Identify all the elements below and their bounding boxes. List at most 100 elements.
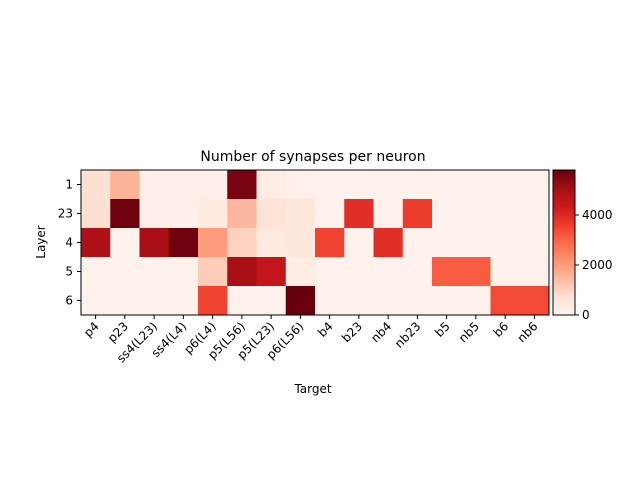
heatmap-cell — [490, 170, 521, 200]
heatmap-cell — [402, 199, 433, 229]
heatmap-cell — [373, 286, 404, 316]
y-tick-label: 5 — [65, 265, 73, 279]
heatmap-cell — [344, 228, 374, 258]
heatmap-cell — [432, 286, 462, 316]
heatmap-cell — [519, 170, 550, 200]
heatmap-cell — [285, 286, 316, 316]
heatmap-cell — [256, 257, 287, 287]
heatmap-cell — [519, 199, 550, 229]
heatmap-cell — [402, 286, 433, 316]
heatmap-cell — [315, 228, 345, 258]
heatmap-cell — [490, 228, 521, 258]
heatmap-cell — [373, 228, 404, 258]
heatmap-cell — [81, 286, 111, 316]
heatmap-cell — [519, 286, 550, 316]
heatmap-cell — [519, 257, 550, 287]
heatmap-cell — [139, 228, 170, 258]
y-axis-label: Layer — [34, 225, 48, 259]
heatmap-cell — [344, 199, 374, 229]
heatmap-cell — [110, 170, 140, 200]
x-axis-ticks: p4 p23ss4(L23)ss4(L4)p6(L4)p5(L56)p5(L23)… — [81, 315, 540, 366]
heatmap-cell — [227, 257, 257, 287]
heatmap-cell — [315, 257, 345, 287]
x-tick-label: b5 — [432, 319, 453, 340]
heatmap-cell — [256, 286, 287, 316]
heatmap-cell — [81, 228, 111, 258]
heatmap-cell — [168, 228, 199, 258]
colorbar-tick-label: 4000 — [582, 208, 613, 222]
heatmap-cell — [110, 286, 140, 316]
heatmap-cell — [168, 286, 199, 316]
colorbar-ticks: 0 2000 4000 — [575, 208, 613, 322]
heatmap-cell — [432, 199, 462, 229]
heatmap-cell — [285, 228, 316, 258]
x-tick-label: nb5 — [456, 319, 482, 345]
colorbar — [552, 169, 576, 316]
heatmap-cell — [227, 170, 257, 200]
heatmap-cell — [432, 170, 462, 200]
x-tick-label: p4 — [81, 319, 102, 340]
heatmap-cell — [461, 228, 491, 258]
chart-title: Number of synapses per neuron — [200, 149, 425, 165]
heatmap-cell — [315, 286, 345, 316]
heatmap-cell — [461, 170, 491, 200]
x-axis-label: Target — [293, 382, 331, 396]
heatmap-cell — [198, 228, 228, 258]
colorbar-tick-label: 0 — [582, 308, 590, 322]
heatmap-cell — [256, 170, 287, 200]
y-tick-label: 23 — [58, 207, 73, 221]
heatmap-cell — [139, 286, 170, 316]
heatmap-cell — [285, 257, 316, 287]
heatmap-cell — [490, 286, 521, 316]
y-tick-label: 1 — [65, 178, 73, 192]
heatmap-cell — [81, 170, 111, 200]
heatmap-cell — [373, 257, 404, 287]
heatmap-cell — [198, 257, 228, 287]
heatmap-cell — [461, 286, 491, 316]
x-tick-label: b23 — [339, 319, 365, 345]
heatmap-cell — [256, 228, 287, 258]
heatmap-cell — [344, 257, 374, 287]
heatmap-cell — [139, 170, 170, 200]
heatmap-cell — [402, 257, 433, 287]
y-tick-label: 4 — [65, 236, 73, 250]
heatmap-cell — [110, 257, 140, 287]
y-tick-label: 6 — [65, 294, 73, 308]
heatmap-cell — [432, 228, 462, 258]
x-tick-label: nb4 — [368, 319, 394, 345]
heatmap-cell — [110, 228, 140, 258]
heatmap-cell — [198, 170, 228, 200]
x-tick-label: nb23 — [392, 319, 423, 350]
heatmap-cell — [198, 199, 228, 229]
heatmap-cell — [373, 170, 404, 200]
heatmap-cell — [402, 228, 433, 258]
heatmap-cell — [139, 199, 170, 229]
heatmap-cell — [227, 228, 257, 258]
heatmap-cell — [315, 199, 345, 229]
heatmap-cell — [168, 170, 199, 200]
x-tick-label: b6 — [491, 319, 512, 340]
heatmap-cell — [81, 257, 111, 287]
heatmap-cell — [168, 257, 199, 287]
heatmap-cell — [490, 199, 521, 229]
heatmap-cell — [285, 199, 316, 229]
x-tick-label: b4 — [315, 319, 336, 340]
heatmap-cell — [519, 228, 550, 258]
heatmap-cell — [344, 170, 374, 200]
heatmap-cell — [168, 199, 199, 229]
heatmap-cell — [227, 199, 257, 229]
colorbar-tick-label: 2000 — [582, 258, 613, 272]
heatmap-cell — [461, 257, 491, 287]
heatmap-cells — [81, 170, 550, 316]
heatmap-cell — [461, 199, 491, 229]
heatmap-cell — [315, 170, 345, 200]
heatmap-cell — [81, 199, 111, 229]
heatmap-cell — [490, 257, 521, 287]
x-tick-label: nb6 — [514, 319, 540, 345]
heatmap-cell — [256, 199, 287, 229]
heatmap-cell — [402, 170, 433, 200]
heatmap-cell — [139, 257, 170, 287]
heatmap-cell — [373, 199, 404, 229]
